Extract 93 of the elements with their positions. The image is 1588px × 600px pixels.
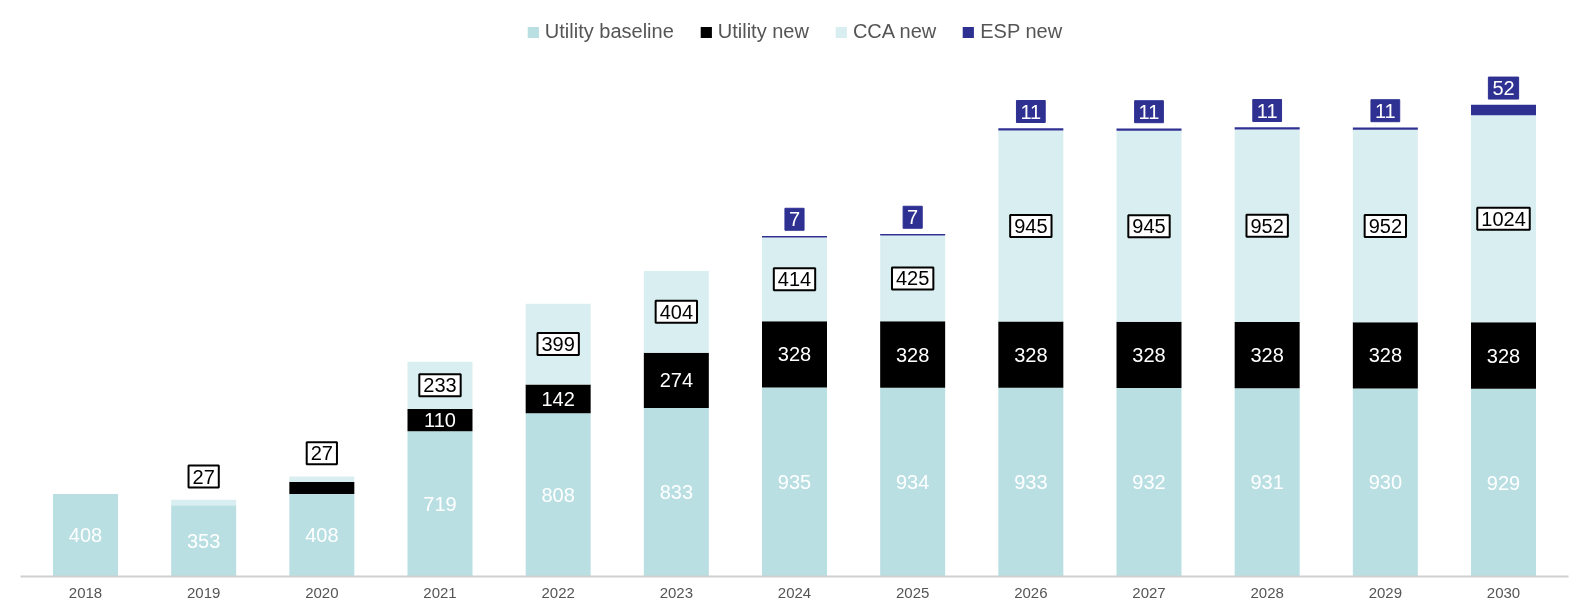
bar: [289, 476, 355, 482]
bar: [1116, 128, 1182, 131]
data-label: 7: [788, 208, 801, 231]
bar: [1234, 321, 1300, 389]
data-label: 425: [895, 267, 930, 290]
x-tick-label: 2028: [1250, 583, 1284, 600]
x-tick-label: 2019: [186, 583, 221, 600]
bar: [1234, 127, 1300, 130]
data-label: 27: [192, 465, 215, 488]
data-label: 7: [907, 206, 919, 229]
data-label: 930: [1368, 471, 1403, 494]
data-label: 328: [1132, 343, 1166, 366]
bar: [643, 352, 709, 409]
bar: [1234, 129, 1300, 322]
bar: [289, 481, 355, 495]
bar: [1234, 388, 1300, 577]
data-label: 353: [186, 529, 221, 552]
data-label: 935: [777, 470, 812, 493]
data-label: 11: [1374, 99, 1396, 122]
data-label: 932: [1132, 471, 1166, 494]
data-label: 952: [1368, 214, 1403, 237]
data-label: 934: [895, 471, 930, 494]
x-tick-label: 2021: [423, 583, 457, 600]
data-label: 11: [1138, 100, 1160, 123]
bar: [171, 505, 237, 577]
data-label: 328: [777, 343, 812, 366]
bar: [289, 494, 355, 577]
bar: [998, 130, 1064, 322]
data-label: 52: [1492, 77, 1515, 100]
x-tick-label: 2025: [895, 583, 930, 600]
bar: [998, 128, 1064, 131]
data-label: 833: [659, 481, 694, 504]
data-label: 328: [895, 343, 930, 366]
x-tick-label: 2018: [68, 583, 103, 600]
x-tick-label: 2020: [305, 583, 339, 600]
legend-label: Utility new: [717, 20, 809, 43]
data-label: 1024: [1481, 207, 1526, 230]
x-tick-label: 2027: [1132, 583, 1166, 600]
data-label: 933: [1014, 471, 1048, 494]
bar: [1116, 321, 1182, 389]
bar: [1471, 104, 1536, 116]
bar: [1116, 388, 1182, 577]
data-label: 414: [777, 268, 812, 291]
legend-label: CCA new: [852, 20, 937, 43]
bar: [998, 321, 1064, 388]
data-label: 11: [1256, 99, 1278, 122]
bar: [1352, 322, 1418, 389]
data-label: 808: [541, 483, 575, 506]
bar: [880, 387, 946, 577]
bar: [643, 408, 709, 577]
bar: [762, 387, 827, 577]
bar: [1471, 115, 1536, 323]
data-label: 408: [305, 524, 339, 547]
bar: [1352, 388, 1418, 577]
data-label: 233: [423, 374, 457, 397]
x-tick-label: 2030: [1486, 583, 1521, 600]
data-label: 328: [1368, 344, 1403, 367]
x-tick-label: 2023: [659, 583, 694, 600]
data-label: 328: [1014, 343, 1048, 366]
bar: [998, 387, 1064, 577]
data-label: 274: [659, 369, 694, 392]
bar: [407, 431, 473, 577]
legend-label: ESP new: [980, 20, 1063, 43]
data-label: 945: [1132, 215, 1166, 238]
data-label: 945: [1014, 215, 1048, 238]
bar: [762, 321, 827, 388]
data-label: 142: [541, 387, 575, 410]
data-label: 931: [1250, 471, 1284, 494]
bar: [880, 321, 946, 388]
legend-label: Utility baseline: [544, 20, 674, 43]
bar: [171, 499, 237, 506]
data-label: 399: [541, 333, 575, 356]
x-tick-label: 2022: [541, 583, 575, 600]
data-label: 929: [1486, 471, 1521, 494]
bar: [525, 413, 591, 577]
data-label: 328: [1250, 344, 1284, 367]
x-tick-label: 2026: [1014, 583, 1048, 600]
data-label: 952: [1250, 214, 1284, 237]
data-label: 11: [1020, 100, 1042, 123]
bar: [1352, 127, 1418, 130]
x-tick-label: 2024: [777, 583, 812, 600]
data-label: 404: [659, 300, 694, 323]
data-label: 328: [1486, 344, 1521, 367]
bar: [1116, 130, 1182, 322]
data-label: 719: [423, 492, 457, 515]
bar: [1352, 129, 1418, 323]
x-tick-label: 2029: [1368, 583, 1403, 600]
data-label: 408: [68, 524, 103, 547]
bar: [1471, 388, 1536, 577]
data-label: 110: [424, 409, 456, 432]
data-label: 27: [310, 442, 333, 465]
bar: [1471, 322, 1536, 389]
bar: [53, 494, 118, 577]
